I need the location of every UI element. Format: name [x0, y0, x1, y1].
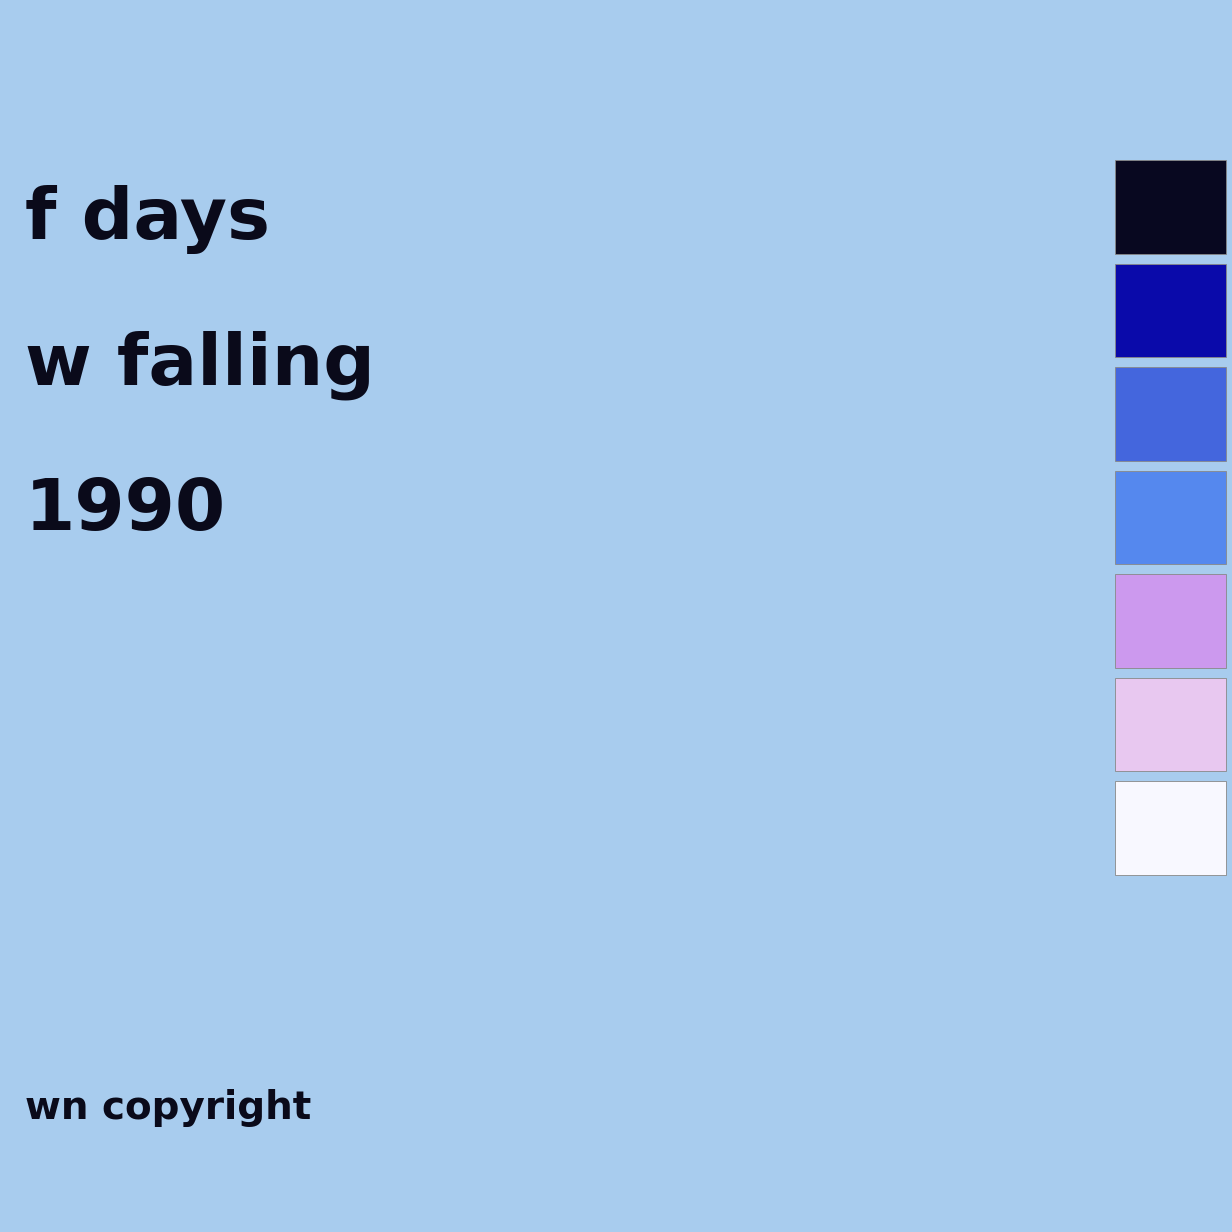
- Bar: [1115, 678, 1226, 771]
- Bar: [1115, 471, 1226, 564]
- Bar: [1115, 160, 1226, 254]
- Bar: [1115, 574, 1226, 668]
- Bar: [1115, 367, 1226, 461]
- Bar: [1115, 264, 1226, 357]
- Bar: [1115, 781, 1226, 875]
- Text: f days: f days: [25, 185, 270, 254]
- Text: 1990: 1990: [25, 476, 225, 545]
- Text: wn copyright: wn copyright: [25, 1089, 310, 1127]
- Text: w falling: w falling: [25, 330, 375, 399]
